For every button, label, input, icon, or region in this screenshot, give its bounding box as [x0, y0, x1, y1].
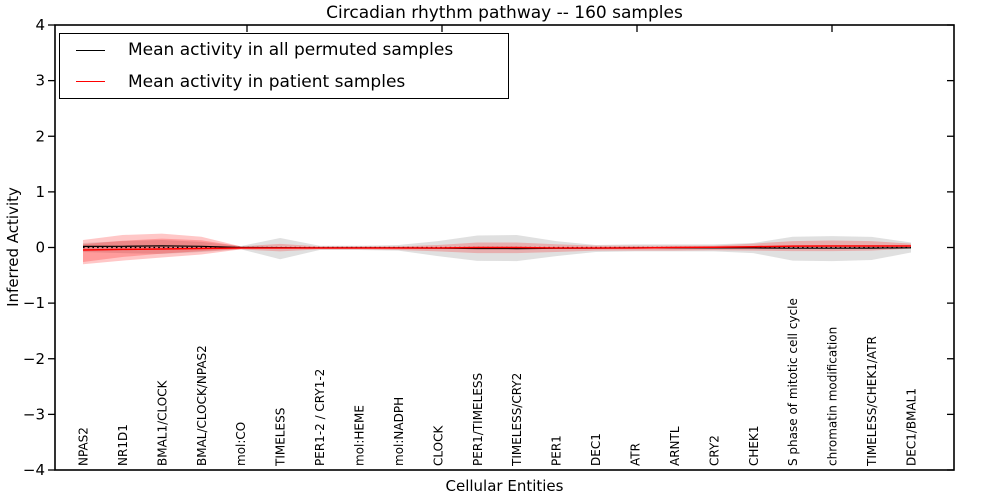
- y-tick-label: −2: [23, 350, 45, 368]
- y-tick-label: −1: [23, 294, 45, 312]
- y-tick-label: 1: [35, 183, 45, 201]
- chart-title: Circadian rhythm pathway -- 160 samples: [326, 3, 683, 23]
- x-category-label: BMAL1/CLOCK: [155, 379, 169, 466]
- x-category-label: CHEK1: [747, 426, 761, 467]
- x-category-label: S phase of mitotic cell cycle: [786, 298, 800, 466]
- x-category-label: mol:HEME: [353, 405, 367, 466]
- legend-label-patient: Mean activity in patient samples: [128, 71, 406, 92]
- confidence-band-patient-inner: [83, 238, 241, 262]
- x-category-label: NR1D1: [116, 424, 130, 466]
- x-category-label: TIMELESS/CRY2: [510, 373, 524, 467]
- x-category-label: CLOCK: [431, 425, 445, 466]
- y-tick-label: 4: [35, 16, 45, 34]
- x-category-label: CRY2: [707, 435, 721, 466]
- x-category-label: DEC1: [589, 433, 603, 466]
- legend-line-permuted-icon: [76, 49, 105, 51]
- x-category-label: PER1/TIMELESS: [471, 373, 485, 466]
- legend-item-permuted: Mean activity in all permuted samples: [60, 35, 508, 65]
- series-line-patient: [82, 245, 911, 251]
- x-category-label: BMAL/CLOCK/NPAS2: [195, 345, 209, 466]
- y-tick-label: 3: [35, 72, 45, 90]
- x-axis-label: Cellular Entities: [445, 477, 564, 495]
- x-category-label: PER1-2 / CRY1-2: [313, 369, 327, 466]
- y-tick-label: −4: [23, 461, 45, 479]
- legend: Mean activity in all permuted samples Me…: [59, 33, 509, 99]
- series-line-permuted: [82, 245, 912, 250]
- y-tick-label: 0: [35, 239, 45, 257]
- x-category-label: PER1: [550, 435, 564, 466]
- x-category-label: TIMELESS: [274, 408, 288, 467]
- legend-label-permuted: Mean activity in all permuted samples: [128, 40, 454, 61]
- y-tick-label: 2: [35, 127, 45, 145]
- x-category-label: DEC1/BMAL1: [905, 388, 919, 466]
- x-category-label: TIMELESS/CHEK1/ATR: [865, 336, 879, 467]
- x-category-label: chromatin modification: [826, 327, 840, 466]
- x-category-label: mol:CO: [234, 422, 248, 466]
- x-category-label: NPAS2: [77, 427, 91, 466]
- y-tick-label: −3: [23, 405, 45, 423]
- y-axis-label: Inferred Activity: [4, 187, 22, 307]
- x-category-label: ARNTL: [668, 426, 682, 466]
- legend-line-patient-icon: [76, 81, 105, 83]
- x-category-label: mol:NADPH: [392, 397, 406, 466]
- legend-item-patient: Mean activity in patient samples: [60, 67, 508, 97]
- x-category-label: ATR: [629, 443, 643, 466]
